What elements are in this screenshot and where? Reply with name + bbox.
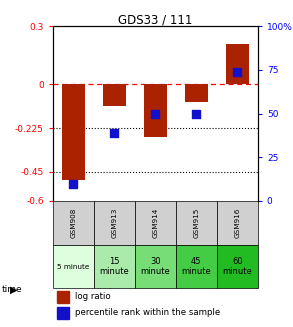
Bar [62,84,84,180]
Point [71,181,76,186]
Text: ▶: ▶ [10,285,18,295]
Bar [135,201,176,245]
Text: GSM908: GSM908 [70,208,76,238]
Text: log ratio: log ratio [75,292,111,301]
Bar [53,201,94,245]
Bar [57,291,69,303]
Bar [103,84,125,106]
Title: GDS33 / 111: GDS33 / 111 [118,13,193,26]
Text: 30
minute: 30 minute [140,257,170,276]
Text: 45
minute: 45 minute [181,257,211,276]
Bar [185,84,207,102]
Point [235,69,240,74]
Text: GSM914: GSM914 [152,208,158,238]
Bar [53,245,94,288]
Text: GSM916: GSM916 [234,208,240,238]
Text: 15
minute: 15 minute [99,257,129,276]
Bar [57,307,69,319]
Point [112,130,117,135]
Bar [217,201,258,245]
Bar [135,245,176,288]
Text: 60
minute: 60 minute [222,257,252,276]
Point [194,111,199,116]
Text: percentile rank within the sample: percentile rank within the sample [75,308,221,317]
Bar [226,43,248,84]
Text: GSM915: GSM915 [193,208,199,238]
Point [153,111,158,116]
Bar [144,84,166,137]
Bar [94,245,135,288]
Text: GSM913: GSM913 [111,208,117,238]
Bar [94,201,135,245]
Bar [217,245,258,288]
Text: time: time [1,285,22,294]
Text: 5 minute: 5 minute [57,264,89,269]
Bar [176,245,217,288]
Bar [176,201,217,245]
